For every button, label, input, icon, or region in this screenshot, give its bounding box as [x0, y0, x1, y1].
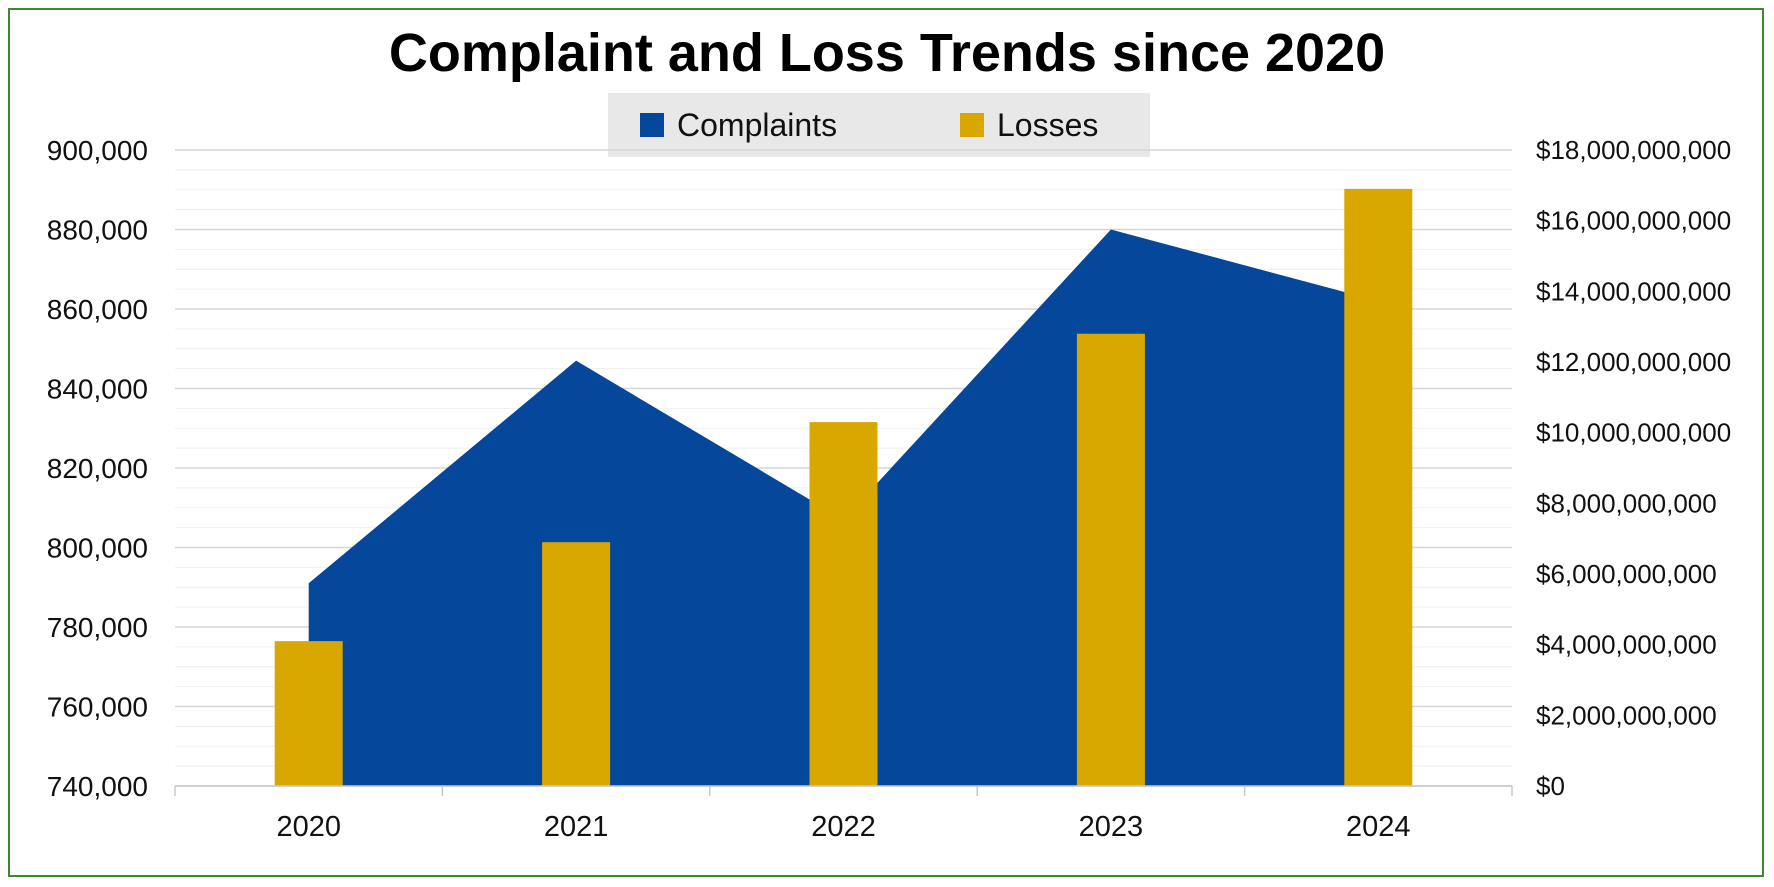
losses-bar-2024 [1344, 188, 1413, 786]
y-right-tick-label: $8,000,000,000 [1536, 488, 1717, 518]
legend-entry-complaints: Complaints [640, 93, 837, 157]
chart-legend: Complaints Losses [608, 93, 1150, 157]
chart-title: Complaint and Loss Trends since 2020 [388, 23, 1386, 83]
x-tick-label-2020: 2020 [276, 811, 341, 843]
y-left-tick-label: 800,000 [47, 533, 148, 564]
legend-swatch-complaints [640, 113, 664, 137]
losses-bar-2021 [542, 542, 611, 786]
y-left-tick-label: 740,000 [47, 771, 148, 802]
y-right-tick-label: $10,000,000,000 [1536, 418, 1731, 448]
y-left-tick-label: 780,000 [47, 612, 148, 643]
legend-label-losses: Losses [997, 106, 1099, 143]
y-right-tick-label: $16,000,000,000 [1536, 206, 1731, 236]
y-left-tick-label: 900,000 [47, 135, 148, 166]
y-left-tick-label: 840,000 [47, 374, 148, 405]
y-right-tick-label: $6,000,000,000 [1536, 559, 1717, 589]
x-tick-label-2024: 2024 [1346, 811, 1411, 843]
y-right-tick-label: $12,000,000,000 [1536, 347, 1731, 377]
x-tick-label-2021: 2021 [544, 811, 609, 843]
y-right-tick-label: $4,000,000,000 [1536, 630, 1717, 660]
y-left-tick-label: 820,000 [47, 453, 148, 484]
losses-bar-2020 [274, 641, 343, 786]
legend-entry-losses: Losses [960, 93, 1098, 157]
y-left-tick-label: 880,000 [47, 215, 148, 246]
losses-bar-2023 [1076, 333, 1145, 786]
y-right-tick-label: $18,000,000,000 [1536, 135, 1731, 165]
losses-bar-2022 [809, 422, 878, 786]
y-right-tick-label: $14,000,000,000 [1536, 276, 1731, 306]
y-left-tick-label: 860,000 [47, 294, 148, 325]
legend-label-complaints: Complaints [677, 106, 838, 143]
legend-swatch-losses [960, 113, 984, 137]
y-left-tick-label: 760,000 [47, 692, 148, 723]
y-right-tick-label: $2,000,000,000 [1536, 700, 1717, 730]
x-tick-label-2023: 2023 [1079, 811, 1144, 843]
y-right-tick-label: $0 [1536, 771, 1565, 801]
x-tick-label-2022: 2022 [811, 811, 876, 843]
